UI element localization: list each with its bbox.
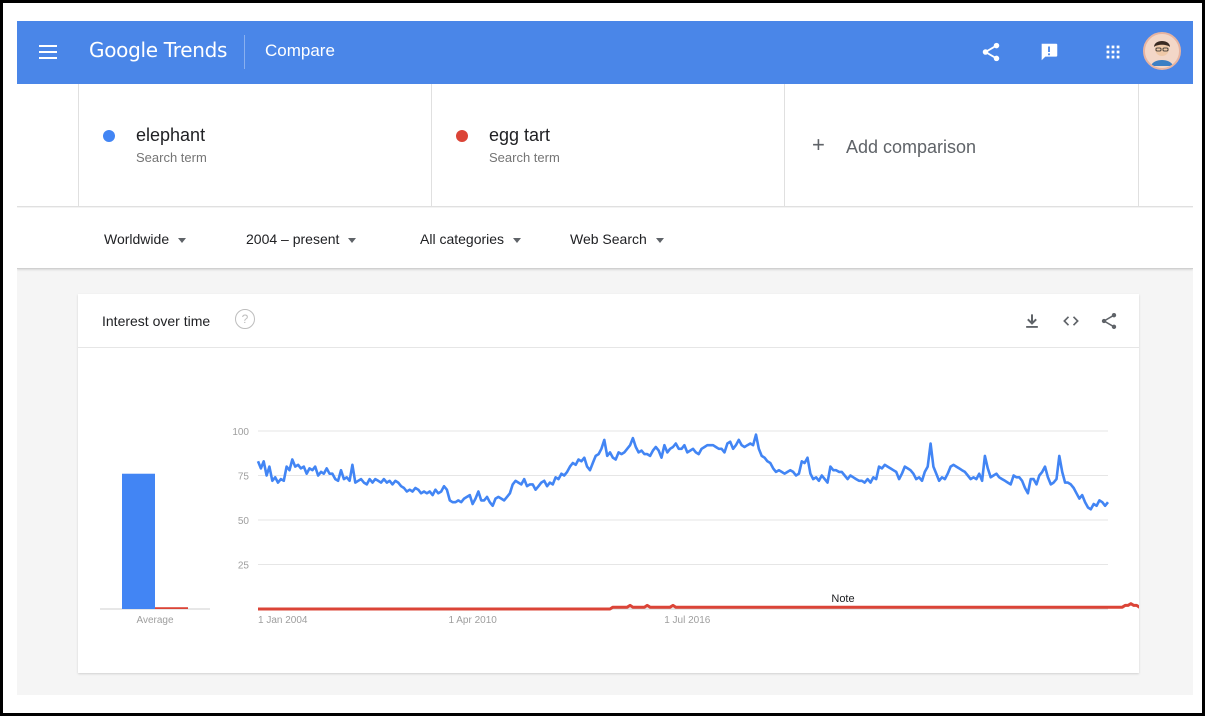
x-tick-label: 1 Jan 2004 (258, 615, 308, 626)
apps-icon[interactable] (1102, 41, 1124, 63)
y-tick-label: 100 (232, 427, 249, 438)
search-term-elephant[interactable]: elephant Search term (78, 84, 431, 207)
series-color-dot (456, 130, 468, 142)
google-trends-app: Google Trends Compare (17, 21, 1193, 695)
dropdown-arrow-icon (348, 237, 357, 243)
category-label: All categories (420, 231, 505, 247)
term-name: elephant (136, 125, 206, 145)
add-comparison-label: Add comparison (846, 137, 977, 157)
comparison-bar: elephant Search term egg tart Search ter… (17, 84, 1193, 207)
top-app-bar: Google Trends Compare (17, 21, 1193, 84)
note-annotation: Note (831, 593, 854, 605)
help-icon[interactable]: ? (235, 309, 255, 329)
series-line-elephant (256, 433, 1110, 511)
avatar[interactable] (1143, 32, 1181, 70)
category-dropdown[interactable]: All categories (420, 231, 522, 247)
add-comparison-button[interactable]: + Add comparison (784, 84, 1139, 207)
search-type-dropdown[interactable]: Web Search (570, 231, 664, 247)
time-range-label: 2004 – present (246, 231, 340, 247)
y-tick-label: 75 (238, 472, 250, 483)
average-bar-elephant (122, 473, 155, 609)
term-name: egg tart (489, 125, 551, 145)
filter-bar: Worldwide 2004 – present All categories … (17, 208, 1193, 269)
card-title: Interest over time (102, 313, 211, 329)
average-label: Average (136, 615, 174, 626)
dropdown-arrow-icon (655, 237, 664, 243)
search-type-label: Web Search (570, 231, 647, 247)
menu-icon[interactable] (39, 45, 57, 59)
plus-icon: + (812, 132, 825, 157)
series-line-egg-tart (258, 602, 1139, 611)
share-icon[interactable] (980, 41, 1002, 63)
google-trends-logo[interactable]: Google Trends (89, 38, 228, 62)
header-divider (244, 35, 245, 69)
interest-over-time-card: Interest over time ? 100 75 50 25 1 Jan 2004… (78, 294, 1139, 673)
share-icon[interactable] (1099, 311, 1119, 331)
dropdown-arrow-icon (178, 237, 187, 243)
y-tick-label: 25 (238, 561, 250, 572)
search-term-egg-tart[interactable]: egg tart Search term (431, 84, 784, 207)
time-range-dropdown[interactable]: 2004 – present (246, 231, 357, 247)
feedback-icon[interactable] (1038, 41, 1060, 63)
card-header: Interest over time ? (78, 294, 1139, 348)
dropdown-arrow-icon (513, 237, 522, 243)
page-title: Compare (265, 41, 335, 60)
embed-icon[interactable] (1061, 311, 1081, 331)
x-tick-label: 1 Jul 2016 (664, 615, 711, 626)
term-subtitle: Search term (136, 150, 207, 165)
series-color-dot (103, 130, 115, 142)
x-tick-label: 1 Apr 2010 (448, 615, 497, 626)
y-tick-label: 50 (238, 516, 250, 527)
interest-over-time-chart: 100 75 50 25 1 Jan 2004 1 Apr 2010 1 Jul 2016 N… (100, 427, 1139, 626)
download-icon[interactable] (1022, 311, 1042, 331)
average-bar-egg-tart (155, 607, 188, 609)
term-subtitle: Search term (489, 150, 560, 165)
region-dropdown[interactable]: Worldwide (104, 231, 187, 247)
region-label: Worldwide (104, 231, 170, 247)
